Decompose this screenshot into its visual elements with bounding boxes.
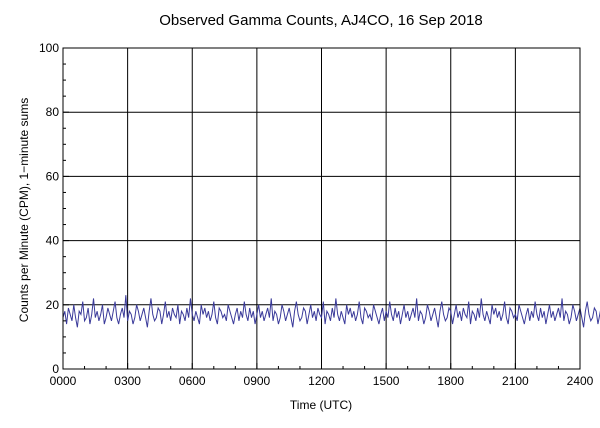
y-tick-label: 60 xyxy=(46,169,60,183)
y-tick-label: 100 xyxy=(39,41,59,55)
x-tick-label: 1200 xyxy=(308,374,335,388)
tick-marks xyxy=(62,47,581,370)
series-group xyxy=(62,295,600,328)
x-axis-label: Time (UTC) xyxy=(290,398,352,412)
x-tick-label: 0900 xyxy=(244,374,271,388)
x-tick-label: 0600 xyxy=(179,374,206,388)
y-axis-label: Counts per Minute (CPM), 1−minute sums xyxy=(17,98,31,322)
y-tick-labels: 0 20 40 60 80 100 xyxy=(39,41,59,376)
y-tick-label: 20 xyxy=(46,298,60,312)
x-tick-label: 1500 xyxy=(373,374,400,388)
y-tick-label: 40 xyxy=(46,234,60,248)
y-tick-label: 0 xyxy=(52,362,59,376)
x-tick-label: 2100 xyxy=(502,374,529,388)
x-tick-label: 1800 xyxy=(437,374,464,388)
x-tick-label: 0300 xyxy=(114,374,141,388)
grid-lines xyxy=(63,48,580,369)
series-line-0 xyxy=(62,295,600,328)
x-tick-label: 2400 xyxy=(567,374,594,388)
x-tick-labels: 0000 0300 0600 0900 1200 1500 1800 2100 2400 xyxy=(50,374,594,388)
chart-title: Observed Gamma Counts, AJ4CO, 16 Sep 201… xyxy=(159,12,483,29)
x-tick-label: 0000 xyxy=(50,374,77,388)
y-tick-label: 80 xyxy=(46,105,60,119)
